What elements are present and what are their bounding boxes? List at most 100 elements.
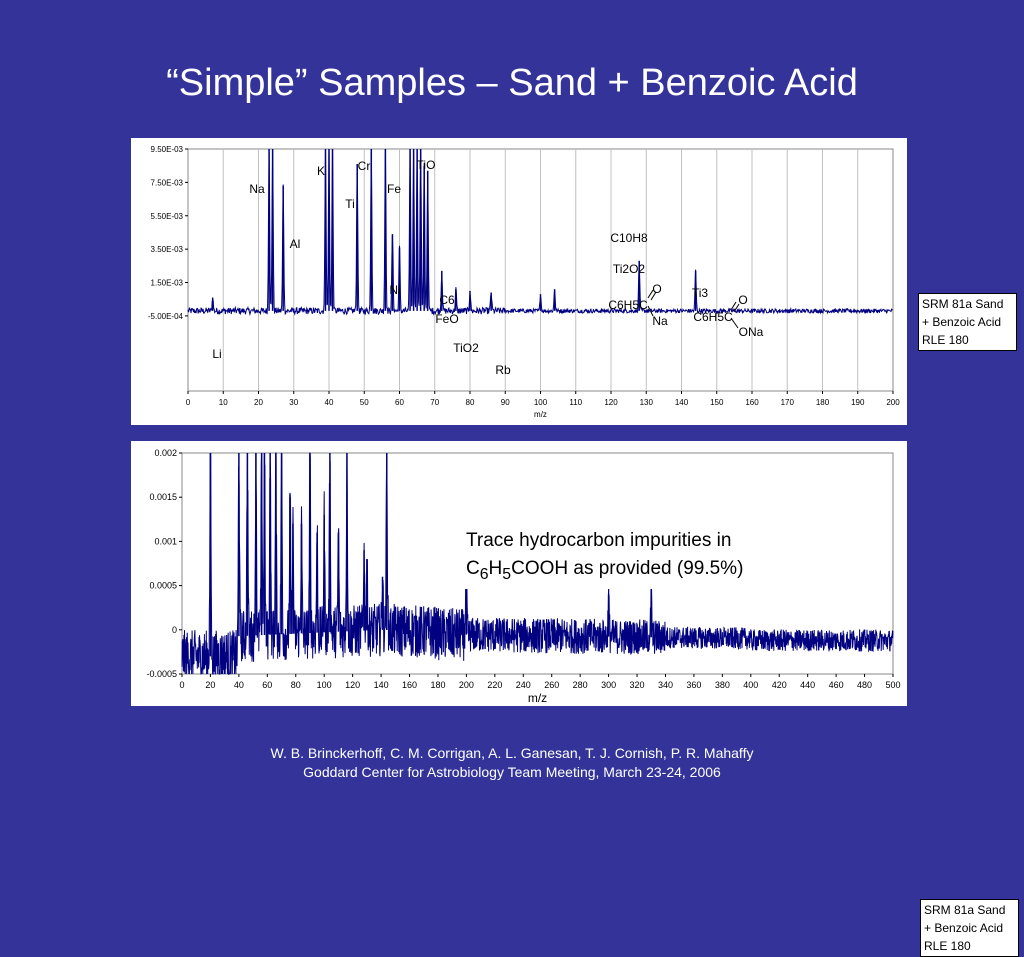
x-tick-label: 200 [459, 680, 474, 690]
x-tick-label: 400 [743, 680, 758, 690]
legend-line: + Benzoic Acid [922, 315, 1002, 329]
x-tick-label: 70 [430, 398, 439, 407]
x-axis-label: m/z [534, 410, 547, 419]
peak-label: Ni [389, 283, 400, 297]
peak-label: K [317, 164, 325, 178]
x-tick-label: 0 [179, 680, 184, 690]
x-tick-label: 240 [516, 680, 531, 690]
peak-label: FeO [435, 312, 458, 326]
x-tick-label: 20 [205, 680, 215, 690]
x-tick-label: 180 [430, 680, 445, 690]
x-tick-label: 160 [402, 680, 417, 690]
x-tick-label: 60 [262, 680, 272, 690]
slide-title: “Simple” Samples – Sand + Benzoic Acid [166, 62, 858, 104]
chart-bottom-svg: 0 20 40 60 80 100 120 140 160 180 200 220 240 260 280 3… [146, 448, 900, 705]
legend-line: SRM 81a Sand [924, 903, 1006, 917]
oxygen-label: O [738, 293, 747, 307]
annotation-line-2-text: COOH as provided (99.5%) [511, 558, 744, 579]
x-tick-label: 300 [601, 680, 616, 690]
spectrum-trace [181, 452, 894, 676]
substituent-label: Na [652, 314, 668, 328]
bond-line [730, 301, 737, 311]
y-tick-label: 0.002 [154, 448, 177, 458]
x-tick-label: 360 [686, 680, 701, 690]
peak-label: Cr [358, 159, 371, 173]
oxygen-label: O [652, 282, 661, 296]
y-tick-label: 0.0005 [149, 581, 177, 591]
y-tick-label: -5.00E-04 [148, 312, 184, 321]
x-tick-label: 80 [291, 680, 301, 690]
structure-label: C6H5C [608, 298, 648, 312]
peak-label: Li [212, 347, 221, 361]
x-tick-label: 10 [219, 398, 228, 407]
x-tick-label: 90 [501, 398, 510, 407]
credit-block: W. B. Brinckerhoff, C. M. Corrigan, A. L… [0, 744, 1024, 782]
x-tick-label: 20 [254, 398, 263, 407]
chart-top-legend: SRM 81a Sand + Benzoic Acid RLE 180 [918, 293, 1017, 351]
x-tick-label: 130 [640, 398, 654, 407]
bond-line [647, 289, 654, 299]
substituent-label: ONa [739, 325, 764, 339]
x-tick-label: 140 [675, 398, 689, 407]
bond-line [650, 291, 657, 301]
x-tick-label: 460 [829, 680, 844, 690]
legend-line: + Benzoic Acid [924, 921, 1004, 935]
peak-label: C10H8 [610, 231, 648, 245]
x-tick-label: 110 [569, 398, 582, 407]
x-tick-label: 80 [466, 398, 475, 407]
formula-c-sub: 6 [479, 565, 489, 583]
formula-h-sub: 5 [502, 565, 512, 583]
x-tick-label: 280 [573, 680, 588, 690]
trace-impurity-annotation: Trace hydrocarbon impurities in C6H5COOH… [462, 527, 760, 589]
y-tick-label: 0 [172, 625, 177, 635]
x-tick-label: 440 [800, 680, 815, 690]
y-tick-label: 1.50E-03 [151, 279, 184, 288]
x-tick-label: 100 [534, 398, 548, 407]
credit-meeting: Goddard Center for Astrobiology Team Mee… [303, 764, 721, 780]
y-tick-label: 7.50E-03 [151, 178, 184, 187]
formula-h: H [488, 558, 503, 579]
x-tick-label: 60 [395, 398, 404, 407]
x-tick-label: 170 [781, 398, 795, 407]
y-tick-label: 0.001 [154, 536, 177, 546]
x-tick-label: 260 [544, 680, 559, 690]
y-tick-label: 9.50E-03 [151, 145, 184, 154]
bond-line [730, 317, 739, 329]
x-tick-label: 320 [630, 680, 645, 690]
y-tick-label: 5.50E-03 [151, 212, 184, 221]
x-tick-label: 40 [325, 398, 334, 407]
peak-label: Na [249, 182, 265, 196]
x-tick-label: 340 [658, 680, 673, 690]
x-tick-label: 200 [886, 398, 900, 407]
peak-label: TiO2 [453, 341, 479, 355]
x-tick-label: 380 [715, 680, 730, 690]
x-tick-label: 50 [360, 398, 369, 407]
peak-label: Fe [387, 182, 401, 196]
peak-label: Ti3 [692, 286, 709, 300]
x-tick-label: 180 [816, 398, 830, 407]
bond-line [733, 303, 740, 313]
x-tick-label: 480 [857, 680, 872, 690]
x-tick-label: 30 [289, 398, 298, 407]
x-axis-label: m/z [528, 691, 547, 705]
x-tick-label: 160 [745, 398, 759, 407]
credit-authors: W. B. Brinckerhoff, C. M. Corrigan, A. L… [270, 745, 754, 761]
x-tick-label: 120 [604, 398, 618, 407]
annotation-line-1: Trace hydrocarbon impurities in [466, 530, 732, 551]
y-tick-label: 3.50E-03 [151, 245, 184, 254]
peak-label: C6 [439, 293, 455, 307]
x-tick-label: 500 [885, 680, 900, 690]
peak-label: TiO [417, 158, 436, 172]
x-tick-label: 0 [186, 398, 191, 407]
x-tick-label: 120 [345, 680, 360, 690]
x-tick-label: 190 [851, 398, 865, 407]
x-tick-label: 150 [710, 398, 724, 407]
y-tick-label: -0.0005 [146, 669, 177, 679]
peak-label: Rb [495, 363, 511, 377]
chart-bottom-legend: SRM 81a Sand + Benzoic Acid RLE 180 [920, 899, 1019, 957]
x-tick-label: 220 [487, 680, 502, 690]
y-tick-label: 0.0015 [149, 492, 177, 502]
chart-panel-top: 0 10 20 30 40 50 60 70 80 90 100 110 120 130 140 150 160… [131, 138, 1017, 425]
x-tick-label: 100 [317, 680, 332, 690]
peak-label: Ti [345, 197, 355, 211]
